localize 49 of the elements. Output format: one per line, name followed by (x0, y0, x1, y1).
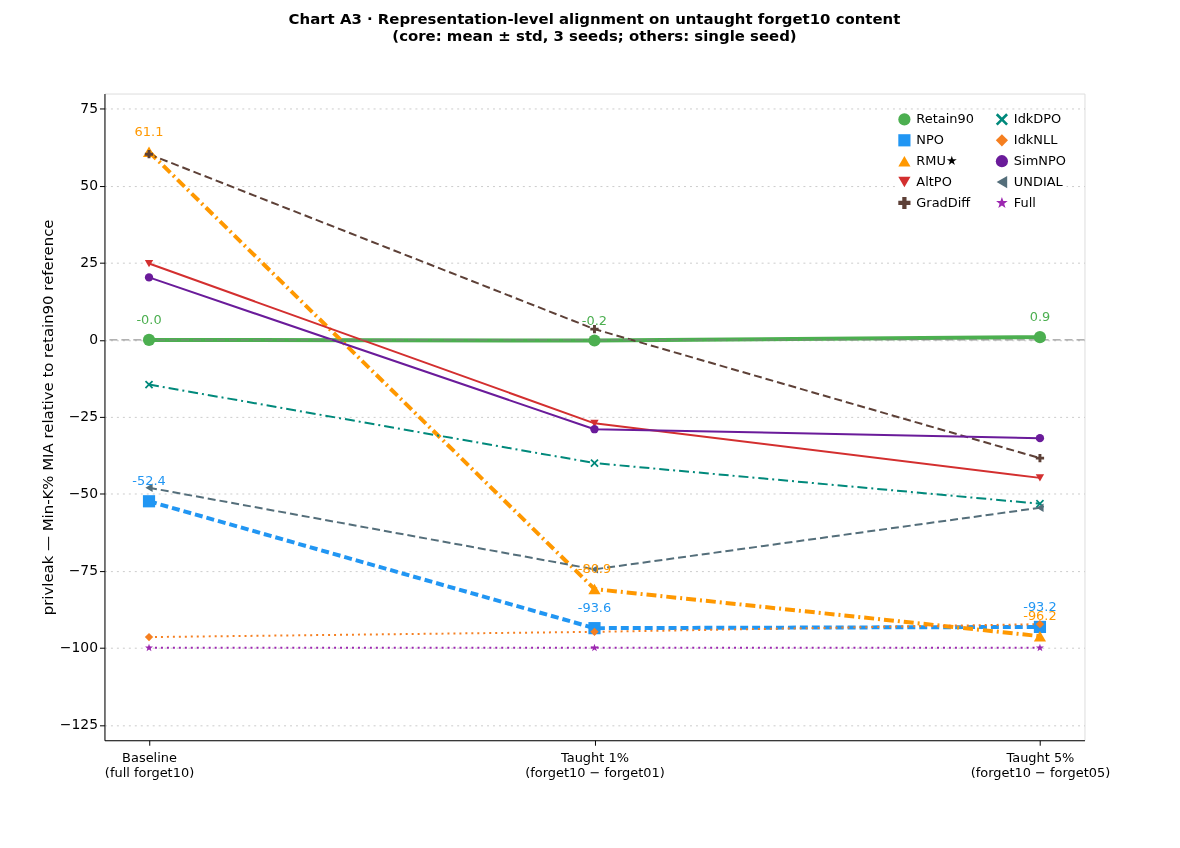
point (1035, 619, 1045, 629)
x-tick-label: Baseline (full forget10) (104, 749, 195, 780)
y-tick-label: 50 (80, 177, 98, 194)
point (1035, 474, 1045, 482)
y-tick-label: −100 (59, 639, 98, 656)
point (1035, 433, 1045, 443)
chart-title: Chart A3 · Representation-level alignment on untaught forget10 content (core: mean ± std, 3 seeds; others: single seed) (288, 9, 901, 45)
legend-label: GradDiff (916, 194, 972, 210)
legend-label: IdkNLL (1013, 132, 1059, 148)
point (142, 333, 156, 346)
point (1033, 630, 1047, 642)
legend-label: Retain90 (916, 111, 974, 127)
legend-label: RMU★ (916, 153, 958, 169)
data-label: -52.4 (132, 473, 166, 489)
x-tick-label: Taught 5% (forget10 − forget05) (970, 749, 1111, 780)
point (1033, 331, 1047, 344)
point (590, 627, 599, 637)
y-tick-label: −50 (68, 485, 98, 502)
legend-label: NPO (916, 132, 944, 148)
data-label: -0.0 (136, 311, 162, 327)
legend-label: AltPO (916, 174, 952, 190)
point (144, 259, 154, 268)
legend-label: Full (1013, 194, 1036, 210)
legend-label: SimNPO (1013, 153, 1066, 169)
data-label: -93.6 (577, 600, 612, 616)
point (142, 495, 156, 508)
point (588, 583, 601, 595)
point (144, 632, 154, 642)
point (1036, 503, 1044, 512)
y-tick-label: −125 (59, 716, 98, 733)
point (144, 273, 154, 282)
y-tick-label: 25 (80, 254, 98, 271)
point (1035, 643, 1044, 652)
point (590, 425, 599, 434)
y-tick-label: 75 (80, 100, 98, 117)
legend-label: IdkDPO (1013, 111, 1062, 127)
y-tick-label: 0 (89, 331, 98, 348)
y-tick-label: −75 (68, 562, 98, 579)
data-label: -0.2 (581, 312, 608, 328)
point (590, 324, 599, 334)
x-tick-label: Taught 1% (forget10 − forget01) (525, 749, 665, 780)
y-axis-title: privleak — Min-K% MIA relative to retain90 reference (38, 219, 57, 616)
point (1035, 454, 1045, 463)
point (145, 643, 153, 652)
point (588, 334, 601, 347)
y-tick-label: −25 (68, 408, 98, 425)
data-label: 0.9 (1029, 309, 1051, 325)
legend-label: UNDIAL (1013, 174, 1064, 190)
data-label: 61.1 (134, 123, 164, 139)
